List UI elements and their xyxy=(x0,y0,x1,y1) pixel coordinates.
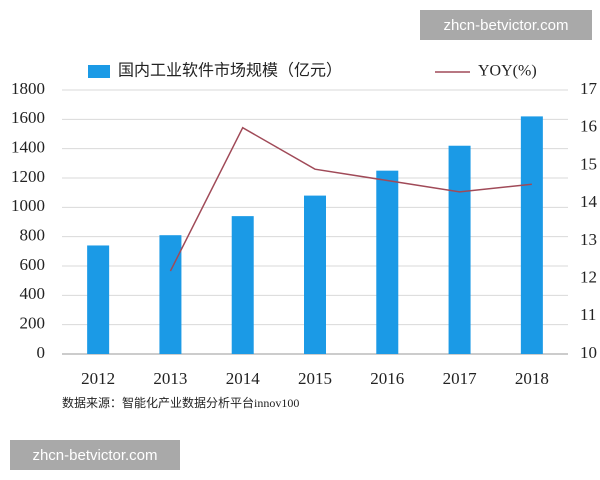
y2-tick-label: 14 xyxy=(580,192,598,211)
y2-tick-label: 10 xyxy=(580,343,597,362)
bar xyxy=(448,145,471,354)
y2-tick-label: 11 xyxy=(580,305,596,324)
x-tick-label: 2016 xyxy=(370,369,404,388)
line xyxy=(169,126,532,272)
watermark-box xyxy=(10,440,180,470)
x-tick-label: 2018 xyxy=(515,369,549,388)
y2-tick-label: 16 xyxy=(580,117,597,136)
x-tick-label: 2014 xyxy=(226,369,261,388)
y-tick-label: 1000 xyxy=(11,196,45,215)
y-tick-label: 600 xyxy=(20,255,46,274)
y2-tick-label: 12 xyxy=(580,267,597,286)
y2-tick-label: 13 xyxy=(580,230,597,249)
bar xyxy=(304,195,326,354)
legend-label: 国内工业软件市场规模（亿元） xyxy=(118,62,342,80)
bar xyxy=(87,245,110,354)
x-tick-label: 2017 xyxy=(443,369,478,388)
watermark-box xyxy=(420,10,592,40)
bar xyxy=(159,235,182,354)
y-tick-label: 1400 xyxy=(11,138,45,157)
watermark: zhcn-betvictor.com xyxy=(443,17,568,34)
bar xyxy=(520,116,543,355)
x-tick-label: 2012 xyxy=(81,369,115,388)
x-tick-label: 2015 xyxy=(298,369,332,388)
y-tick-label: 200 xyxy=(20,314,46,333)
y-tick-label: 1200 xyxy=(11,167,45,186)
y-tick-label: 0 xyxy=(37,343,46,362)
y-tick-label: 400 xyxy=(20,284,46,303)
y2-tick-label: 15 xyxy=(580,154,597,173)
source: 数据来源：智能化产业数据分析平台innov100 xyxy=(62,395,299,410)
bar xyxy=(231,216,254,354)
y2-tick-label: 17 xyxy=(580,79,598,98)
legend-swatch xyxy=(88,65,110,78)
watermark: zhcn-betvictor.com xyxy=(32,447,157,464)
y-tick-label: 800 xyxy=(20,226,46,245)
y-tick-label: 1600 xyxy=(11,108,45,127)
x-tick-label: 2013 xyxy=(153,369,187,388)
y-tick-label: 1800 xyxy=(11,79,45,98)
legend-label: YOY(%) xyxy=(478,63,537,80)
bar xyxy=(376,170,399,354)
